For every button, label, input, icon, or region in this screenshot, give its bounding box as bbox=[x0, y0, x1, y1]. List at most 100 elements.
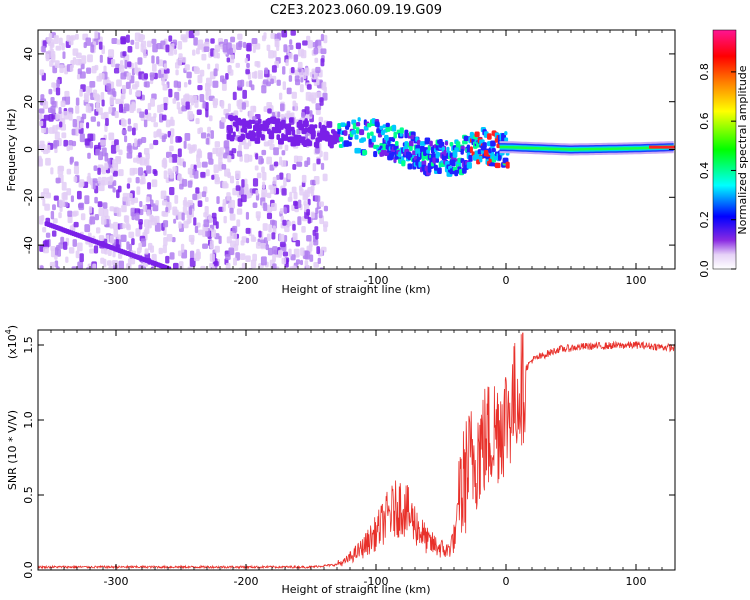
noise-speckle bbox=[276, 79, 281, 86]
noise-speckle bbox=[55, 45, 62, 51]
noise-speckle bbox=[184, 93, 190, 100]
noise-speckle bbox=[151, 38, 157, 44]
noise-speckle bbox=[197, 148, 202, 158]
noise-speckle bbox=[285, 59, 289, 66]
noise-speckle bbox=[270, 185, 277, 195]
noise-speckle bbox=[112, 88, 116, 96]
noise-speckle bbox=[211, 229, 217, 238]
noise-speckle bbox=[306, 84, 312, 90]
noise-speckle bbox=[108, 132, 115, 141]
signal-blob bbox=[355, 127, 360, 134]
signal-blob bbox=[323, 125, 327, 132]
noise-speckle bbox=[143, 119, 148, 128]
noise-speckle bbox=[140, 43, 144, 53]
noise-speckle bbox=[242, 41, 247, 49]
signal-blob bbox=[231, 115, 235, 121]
noise-speckle bbox=[124, 215, 130, 224]
spectrogram-y-tick-label: 40 bbox=[22, 47, 35, 61]
noise-speckle bbox=[153, 131, 157, 138]
noise-speckle bbox=[167, 47, 174, 56]
noise-speckle bbox=[138, 264, 144, 269]
signal-blob bbox=[504, 131, 508, 136]
noise-speckle bbox=[272, 263, 277, 269]
signal-blob bbox=[382, 143, 387, 151]
noise-speckle bbox=[58, 212, 62, 219]
noise-speckle bbox=[266, 81, 271, 87]
noise-speckle bbox=[184, 133, 191, 141]
noise-speckle bbox=[185, 101, 190, 110]
noise-speckle bbox=[40, 143, 46, 153]
noise-speckle bbox=[313, 262, 319, 268]
noise-speckle bbox=[197, 200, 203, 207]
noise-speckle bbox=[174, 194, 179, 204]
noise-speckle bbox=[151, 55, 155, 64]
noise-speckle bbox=[51, 230, 57, 237]
noise-speckle bbox=[235, 185, 241, 191]
noise-speckle bbox=[296, 161, 303, 167]
noise-speckle bbox=[283, 206, 287, 213]
noise-speckle bbox=[212, 147, 218, 155]
noise-speckle bbox=[304, 250, 310, 260]
noise-speckle bbox=[61, 181, 67, 191]
noise-speckle bbox=[176, 156, 181, 166]
noise-speckle bbox=[112, 159, 118, 168]
noise-speckle bbox=[231, 233, 237, 240]
noise-speckle bbox=[256, 61, 261, 68]
noise-speckle bbox=[127, 61, 132, 68]
noise-speckle bbox=[48, 113, 54, 122]
noise-speckle bbox=[113, 221, 118, 231]
noise-speckle bbox=[38, 108, 45, 114]
noise-speckle bbox=[242, 89, 247, 99]
noise-speckle bbox=[232, 91, 237, 101]
noise-speckle bbox=[77, 261, 84, 269]
noise-speckle bbox=[199, 93, 205, 103]
noise-speckle bbox=[75, 128, 79, 137]
noise-speckle bbox=[183, 82, 188, 88]
noise-speckle bbox=[321, 82, 326, 90]
noise-speckle bbox=[118, 103, 123, 113]
noise-speckle bbox=[322, 92, 328, 101]
noise-speckle bbox=[319, 97, 324, 106]
noise-speckle bbox=[229, 213, 236, 221]
signal-blob bbox=[496, 143, 501, 149]
noise-speckle bbox=[69, 225, 75, 231]
noise-speckle bbox=[105, 117, 109, 126]
noise-speckle bbox=[151, 179, 158, 188]
noise-speckle bbox=[145, 153, 150, 160]
noise-speckle bbox=[273, 50, 277, 58]
noise-speckle bbox=[161, 77, 165, 86]
noise-speckle bbox=[172, 262, 179, 269]
noise-speckle bbox=[291, 91, 297, 99]
noise-speckle bbox=[320, 58, 325, 67]
noise-speckle bbox=[136, 186, 141, 195]
noise-speckle bbox=[46, 144, 51, 153]
noise-speckle bbox=[78, 58, 82, 66]
noise-speckle bbox=[195, 187, 200, 194]
noise-speckle bbox=[144, 227, 150, 234]
noise-speckle bbox=[125, 222, 130, 229]
noise-speckle bbox=[216, 196, 220, 204]
noise-speckle bbox=[111, 260, 118, 266]
noise-speckle bbox=[41, 127, 46, 134]
noise-speckle bbox=[236, 150, 243, 157]
signal-blob bbox=[304, 118, 308, 123]
noise-speckle bbox=[75, 97, 80, 106]
noise-speckle bbox=[274, 38, 280, 48]
noise-speckle bbox=[299, 188, 304, 196]
noise-speckle bbox=[289, 39, 293, 45]
noise-speckle bbox=[297, 216, 302, 226]
signal-blob bbox=[409, 140, 414, 147]
noise-speckle bbox=[153, 112, 157, 119]
noise-speckle bbox=[109, 175, 114, 183]
noise-speckle bbox=[112, 251, 116, 258]
noise-speckle bbox=[101, 176, 107, 186]
noise-speckle bbox=[59, 121, 63, 128]
noise-speckle bbox=[169, 170, 174, 179]
noise-speckle bbox=[70, 195, 74, 203]
noise-speckle bbox=[39, 69, 45, 76]
noise-speckle bbox=[268, 223, 272, 233]
signal-blob bbox=[243, 127, 248, 134]
noise-speckle bbox=[291, 186, 297, 194]
noise-speckle bbox=[250, 234, 255, 242]
noise-speckle bbox=[123, 103, 130, 112]
